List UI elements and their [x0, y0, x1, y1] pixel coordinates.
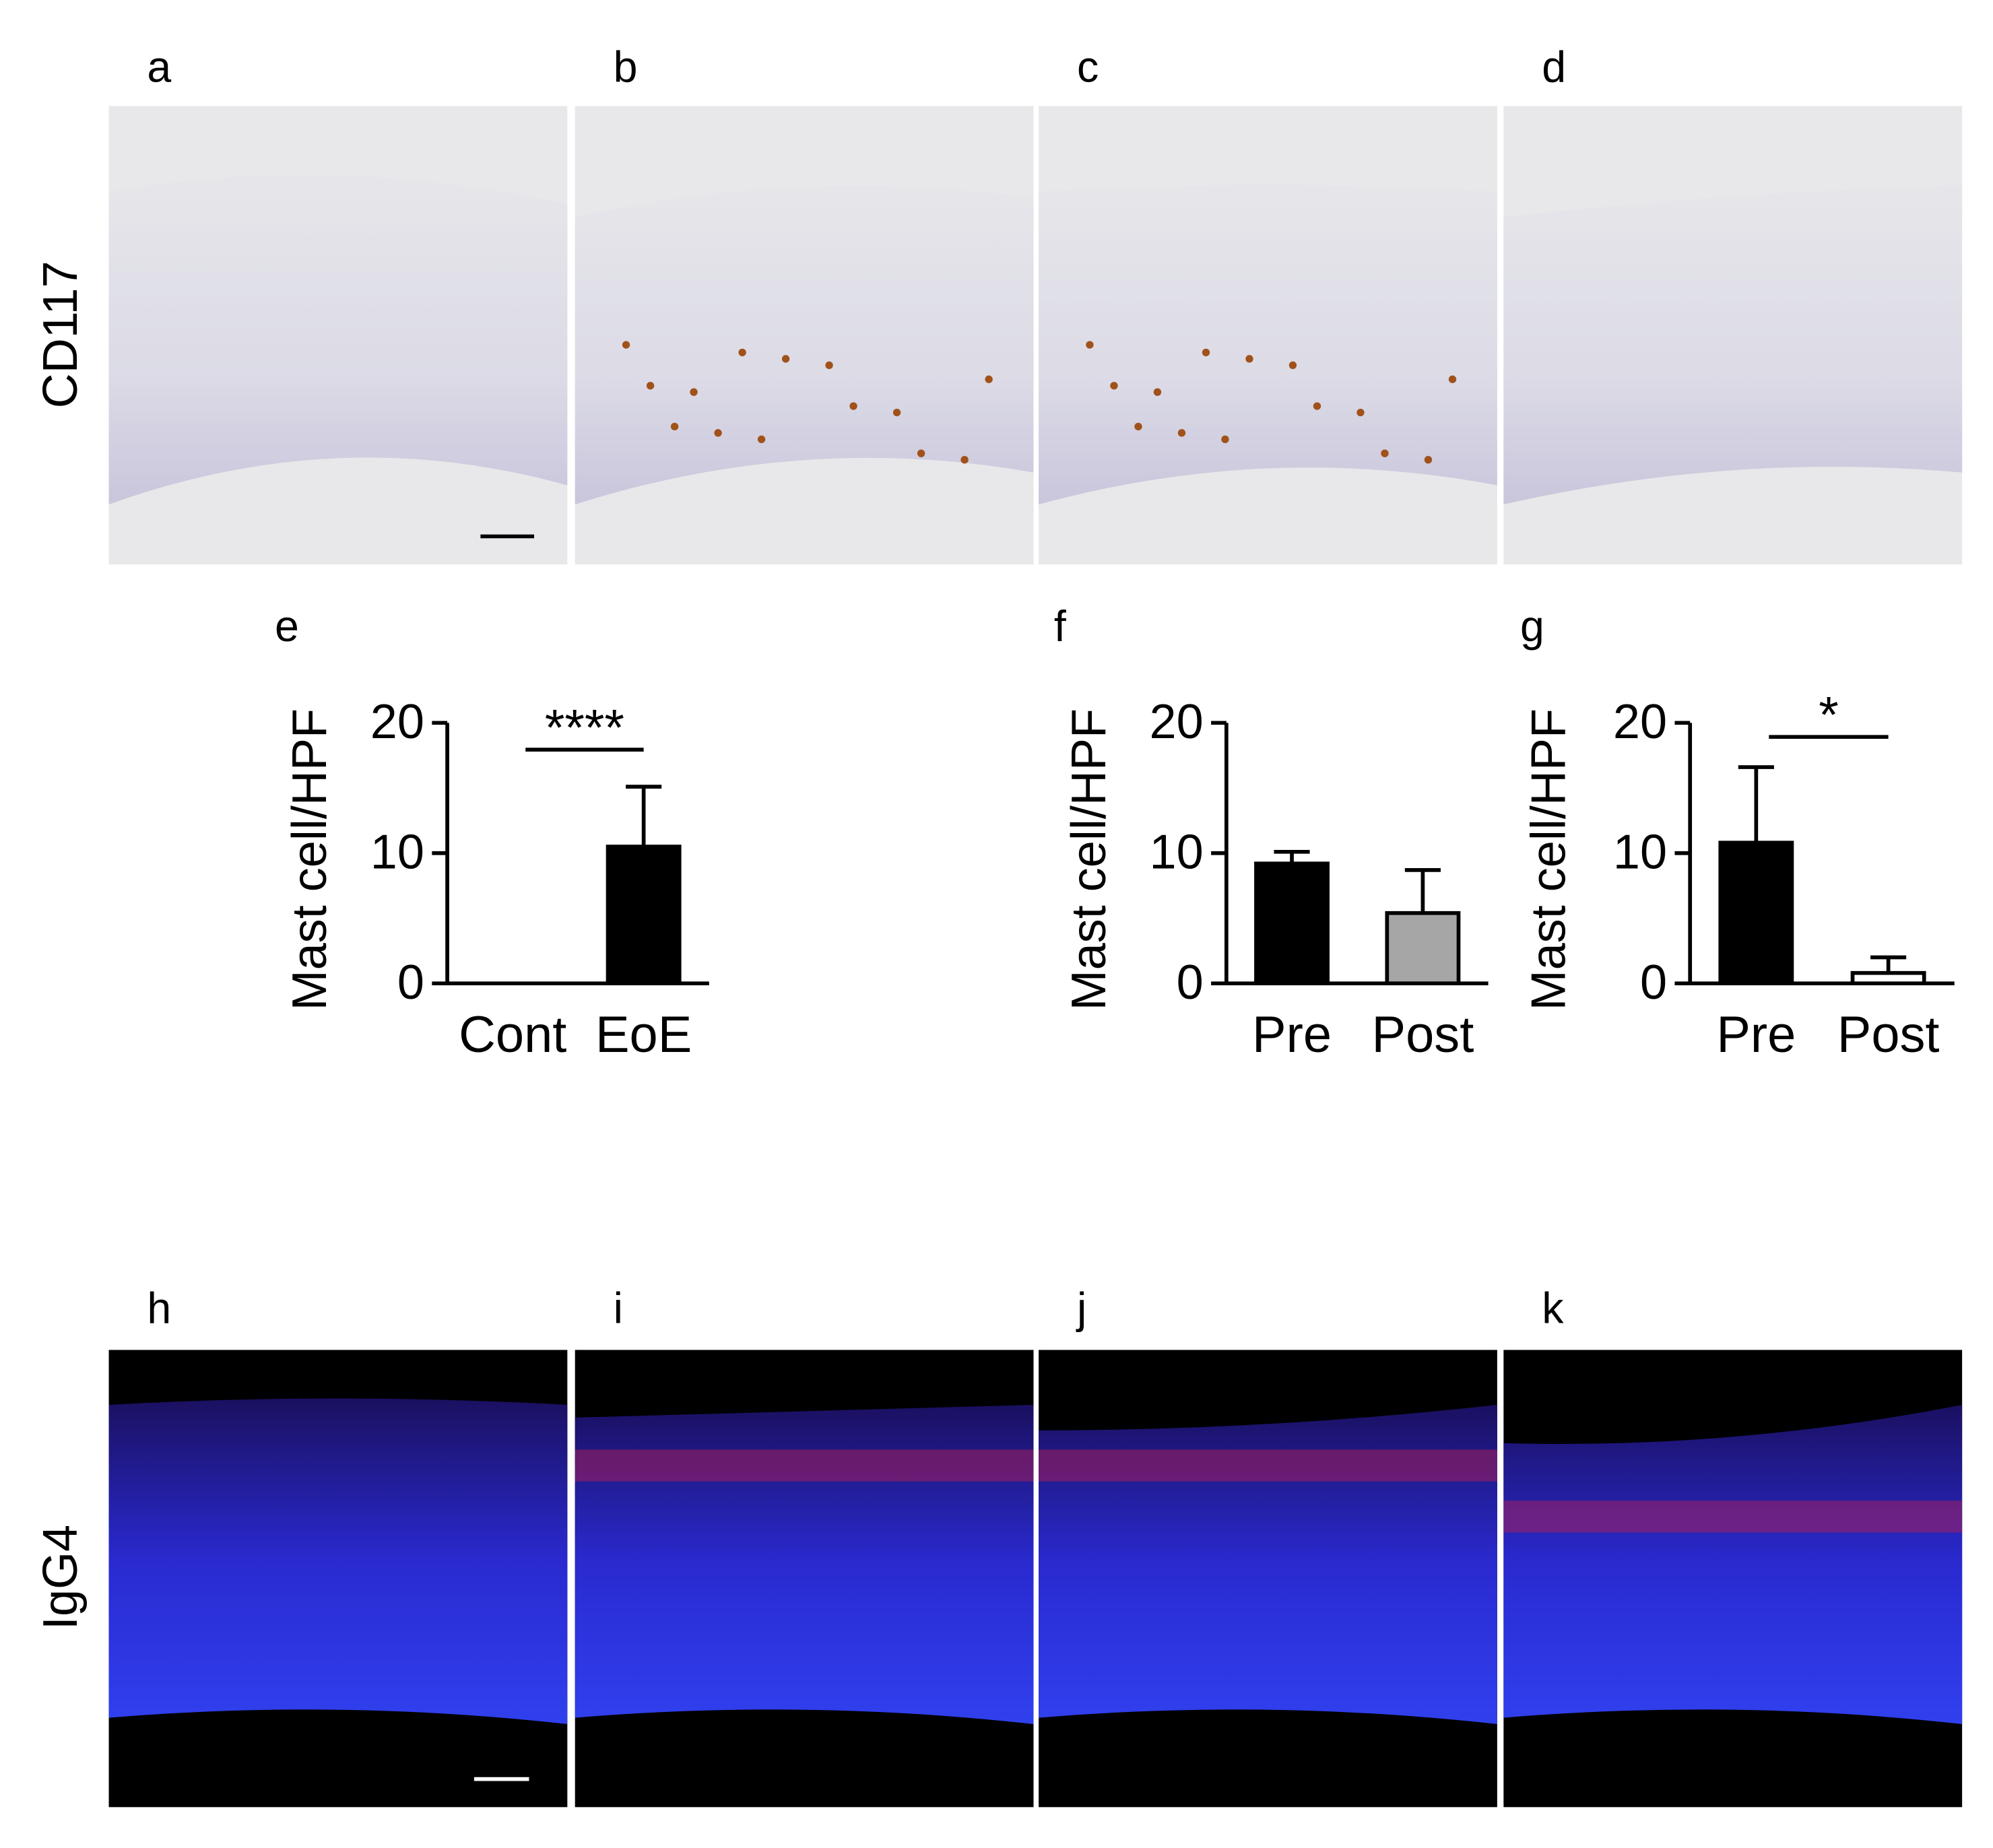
significance: **** — [545, 700, 624, 757]
x-tick-label: EoE — [595, 1006, 692, 1063]
error-bar — [1738, 765, 1774, 843]
stained-cell — [825, 361, 833, 370]
x-tick-label: Post — [1372, 1006, 1474, 1063]
stained-cell — [1424, 455, 1433, 464]
tissue — [108, 1398, 568, 1725]
stained-cell — [1177, 429, 1186, 437]
stained-cell — [1357, 408, 1365, 417]
row-label: CD117 — [34, 261, 88, 408]
panel-label: e — [275, 602, 299, 651]
panel-label: h — [147, 1284, 171, 1333]
y-axis-title: Mast cell/HPF — [283, 708, 337, 1010]
panel-label: d — [1542, 42, 1566, 91]
y-tick-label: 0 — [1640, 956, 1667, 1010]
panel-label: b — [614, 42, 638, 91]
stained-cell — [1153, 388, 1162, 396]
bar — [1850, 970, 1926, 986]
bar — [1718, 840, 1794, 986]
stained-cell — [1381, 449, 1389, 457]
stained-cell — [892, 408, 901, 417]
panel-label: c — [1077, 42, 1099, 91]
stained-cell — [1202, 348, 1210, 357]
y-axis-title: Mast cell/HPF — [1522, 708, 1575, 1010]
red-band — [1039, 1449, 1497, 1482]
panel-label: g — [1520, 602, 1544, 651]
panel-label: a — [147, 42, 171, 91]
x-tick-label: Cont — [459, 1006, 566, 1063]
y-tick-label: 0 — [1177, 956, 1204, 1010]
significance: * — [1819, 687, 1839, 744]
stained-cell — [738, 348, 746, 357]
stained-cell — [622, 341, 630, 349]
stained-cell — [714, 429, 722, 437]
stained-cell — [757, 435, 766, 444]
stained-cell — [690, 388, 698, 396]
error-bar — [1404, 868, 1441, 913]
row-label: IgG4 — [34, 1525, 88, 1630]
y-tick-label: 0 — [397, 956, 424, 1010]
stained-cell — [960, 455, 969, 464]
stained-cell — [1110, 382, 1118, 390]
bar — [606, 845, 682, 986]
tissue — [575, 185, 1034, 505]
y-tick-label: 20 — [1150, 695, 1204, 749]
tissue — [1039, 185, 1497, 505]
panel-label: j — [1076, 1284, 1086, 1333]
y-tick-label: 20 — [370, 695, 424, 749]
stained-cell — [1288, 361, 1297, 370]
stained-cell — [985, 375, 993, 383]
x-tick-label: Pre — [1716, 1006, 1796, 1063]
error-bar — [626, 785, 662, 847]
stained-cell — [1221, 435, 1229, 444]
stained-cell — [1086, 341, 1094, 349]
panel-label: f — [1054, 602, 1066, 651]
micrographs: a b c d h i j k — [108, 42, 1963, 1808]
stained-cell — [849, 402, 857, 410]
y-axis-title: Mast cell/HPF — [1062, 708, 1116, 1010]
charts: e Mast cell/HPF 0 10 20 Cont EoE **** f Mast cell… — [275, 602, 1955, 1063]
tissue — [1503, 1404, 1963, 1725]
y-tick-label: 10 — [1150, 826, 1204, 880]
stained-cell — [646, 382, 655, 390]
tissue — [108, 175, 568, 505]
error-bar — [1870, 955, 1907, 973]
x-tick-label: Pre — [1252, 1006, 1332, 1063]
stained-cell — [1134, 422, 1142, 431]
bar — [1254, 861, 1330, 986]
y-tick-label: 20 — [1613, 695, 1667, 749]
stained-cell — [1313, 402, 1321, 410]
y-tick-label: 10 — [1613, 826, 1667, 880]
x-tick-label: Post — [1837, 1006, 1940, 1063]
panel-label: k — [1542, 1284, 1564, 1333]
stained-cell — [781, 355, 790, 363]
bar — [1385, 911, 1461, 986]
stained-cell — [1245, 355, 1253, 363]
stained-cell — [1448, 375, 1457, 383]
y-tick-label: 10 — [370, 826, 424, 880]
tissue — [1503, 185, 1963, 505]
tissue — [1039, 1404, 1497, 1725]
tissue — [575, 1404, 1034, 1725]
panel-label: i — [614, 1284, 623, 1333]
stained-cell — [917, 449, 925, 457]
red-band — [1503, 1500, 1963, 1533]
error-bar — [1274, 849, 1310, 864]
stained-cell — [670, 422, 679, 431]
red-band — [575, 1449, 1034, 1482]
